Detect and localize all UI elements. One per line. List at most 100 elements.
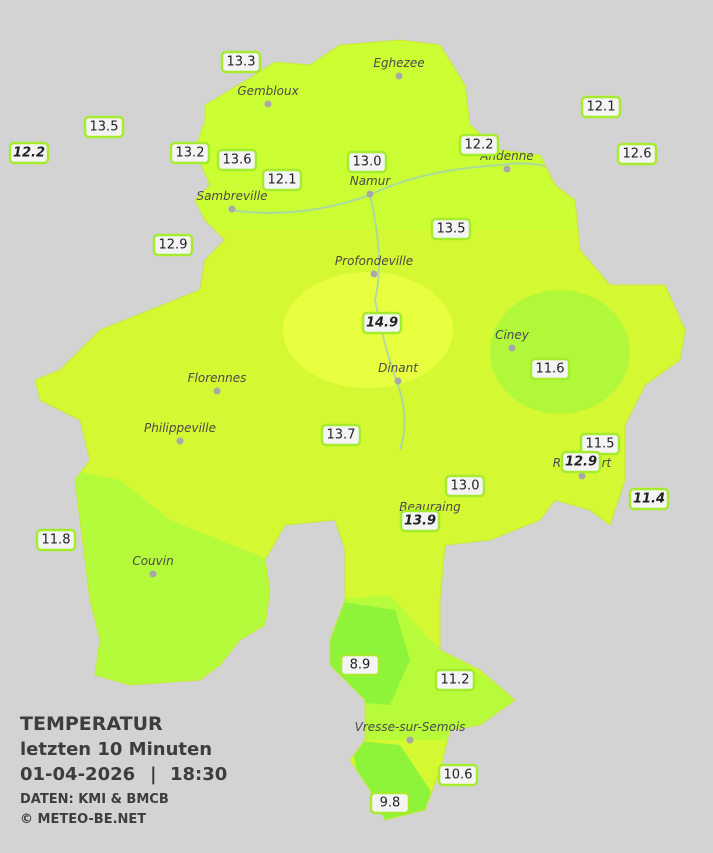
city-label: Profondeville <box>335 254 413 268</box>
station-value: 12.6 <box>623 147 652 162</box>
station: 12.2 <box>458 133 500 157</box>
river <box>229 162 561 451</box>
station-value: 13.3 <box>227 55 256 70</box>
city-label: Eghezee <box>373 56 424 70</box>
station-box <box>216 148 258 172</box>
station-value: 13.0 <box>451 479 480 494</box>
station-box <box>339 653 381 677</box>
station: 10.6 <box>437 763 479 787</box>
city-dot <box>508 344 516 352</box>
legend-date: 01-04-2026 <box>20 764 135 785</box>
legend-period: letzten 10 Minuten <box>20 739 212 760</box>
city-label: Philippeville <box>144 421 216 435</box>
station-box <box>529 357 571 381</box>
station-box <box>35 528 77 552</box>
station-box <box>8 141 50 165</box>
station-box <box>616 142 658 166</box>
city-dot <box>578 472 586 480</box>
station: 13.2 <box>169 141 211 165</box>
city-label: Gembloux <box>237 84 299 98</box>
station-value: 12.1 <box>587 100 616 115</box>
station: 13.5 <box>83 115 125 139</box>
station-value: 11.6 <box>536 362 565 377</box>
station-value: 12.9 <box>159 238 188 253</box>
city-dot <box>264 100 272 108</box>
station-value: 11.5 <box>586 437 615 452</box>
city-dot <box>394 377 402 385</box>
city-dot <box>406 736 414 744</box>
station-box <box>220 50 262 74</box>
station: 11.4 <box>628 487 670 511</box>
station: 14.9 <box>361 311 403 335</box>
zone-cold <box>330 600 410 705</box>
city-label: Sambreville <box>196 189 267 203</box>
station-value: 11.8 <box>42 533 71 548</box>
station: 13.6 <box>216 148 258 172</box>
station-box <box>361 311 403 335</box>
zone-ciney <box>490 290 630 414</box>
station: 13.5 <box>430 217 472 241</box>
station-value: 13.6 <box>223 153 252 168</box>
city-dot <box>366 190 374 198</box>
legend-title: TEMPERATUR <box>20 713 163 735</box>
station-value: 10.6 <box>444 768 473 783</box>
city-dot <box>370 270 378 278</box>
station-box <box>369 791 411 815</box>
station-value: 13.5 <box>437 222 466 237</box>
station: 11.5 <box>579 432 621 456</box>
station: 11.6 <box>529 357 571 381</box>
city-dot <box>228 205 236 213</box>
city-dot <box>176 437 184 445</box>
station: 12.1 <box>580 95 622 119</box>
station: 13.7 <box>320 423 362 447</box>
station-value: 12.1 <box>268 173 297 188</box>
city-label: Dinant <box>378 361 419 375</box>
station-box <box>169 141 211 165</box>
station: 13.0 <box>346 150 388 174</box>
stations: 13.3 13.5 12.2 13.2 13.6 12.1 13.0 12.2 12.1 12.6… <box>8 50 670 815</box>
station: 11.2 <box>434 668 476 692</box>
zone-couvin <box>60 470 280 700</box>
station-value: 11.4 <box>633 492 665 507</box>
city-label: Florennes <box>188 371 247 385</box>
legend-separator: | <box>150 764 157 785</box>
station-box <box>430 217 472 241</box>
station: 12.9 <box>560 450 602 474</box>
station: 12.9 <box>152 233 194 257</box>
city-label: Ciney <box>495 328 530 342</box>
station-box <box>560 450 602 474</box>
station-value: 8.9 <box>350 658 371 673</box>
city-label: Namur <box>350 174 392 188</box>
station: 13.0 <box>444 474 486 498</box>
station-value: 13.7 <box>327 428 356 443</box>
legend-source: DATEN: KMI & BMCB <box>20 792 169 807</box>
station-box <box>628 487 670 511</box>
station-box <box>437 763 479 787</box>
city-label: Couvin <box>132 554 173 568</box>
station-box <box>434 668 476 692</box>
station-value: 13.9 <box>404 514 436 529</box>
station-value: 9.8 <box>380 796 401 811</box>
station-value: 11.2 <box>441 673 470 688</box>
station-value: 12.2 <box>13 146 45 161</box>
station-value: 13.5 <box>90 120 119 135</box>
station-box <box>261 168 303 192</box>
station-box <box>444 474 486 498</box>
station: 12.2 <box>8 141 50 165</box>
station-box <box>83 115 125 139</box>
city-dot <box>503 165 511 173</box>
legend-time: 18:30 <box>170 764 227 785</box>
station: 13.9 <box>399 509 441 533</box>
station-box <box>580 95 622 119</box>
station-box <box>399 509 441 533</box>
station: 12.1 <box>261 168 303 192</box>
city-dot <box>395 72 403 80</box>
station-box <box>458 133 500 157</box>
legend-copyright: © METEO-BE.NET <box>20 812 146 827</box>
station: 13.3 <box>220 50 262 74</box>
city-dot <box>149 570 157 578</box>
station-box <box>152 233 194 257</box>
station-value: 12.9 <box>565 455 597 470</box>
station-box <box>346 150 388 174</box>
station: 11.8 <box>35 528 77 552</box>
